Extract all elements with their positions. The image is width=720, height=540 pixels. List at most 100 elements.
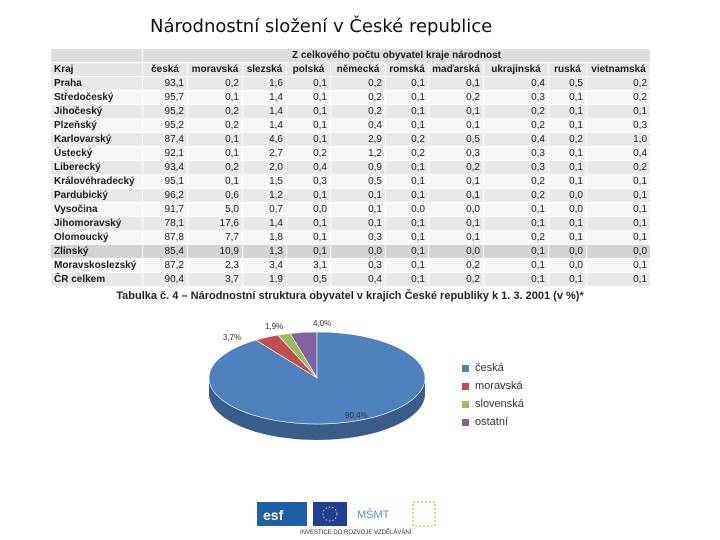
value-cell: 0,1 bbox=[286, 188, 331, 203]
legend-label: ostatní bbox=[475, 416, 509, 428]
value-cell: 0,1 bbox=[483, 216, 549, 231]
legend-label: slovenská bbox=[475, 398, 524, 410]
value-cell: 0,2 bbox=[385, 146, 429, 161]
pie-data-label: 90,4% bbox=[345, 411, 368, 420]
region-cell: Vysočina bbox=[50, 202, 143, 217]
value-cell: 93,4 bbox=[142, 160, 188, 175]
page-title: Národnostní složení v České republice bbox=[150, 16, 493, 37]
value-cell: 0,1 bbox=[385, 118, 429, 133]
value-cell: 0,1 bbox=[286, 76, 331, 91]
table-row: Liberecký 93,4 0,2 2,0 0,4 0,9 0,1 0,2 0,3 0,1 0,2 bbox=[50, 160, 652, 175]
value-cell: 1,5 bbox=[242, 174, 287, 189]
region-cell: Olomoucký bbox=[50, 230, 143, 245]
table-corner bbox=[50, 48, 143, 63]
region-cell: Moravskoslezský bbox=[50, 258, 143, 273]
value-cell: 0,1 bbox=[187, 146, 243, 161]
region-cell: Jihočeský bbox=[50, 104, 143, 119]
value-cell: 0,5 bbox=[330, 174, 386, 189]
value-cell: 0,1 bbox=[585, 258, 652, 273]
value-cell: 0,5 bbox=[286, 272, 331, 287]
value-cell: 0,4 bbox=[286, 160, 331, 175]
value-cell: 0,6 bbox=[187, 188, 243, 203]
value-cell: 0,1 bbox=[585, 230, 652, 245]
value-cell: 0,2 bbox=[187, 76, 243, 91]
column-header: německá bbox=[330, 62, 386, 77]
table-row: Královéhradecký 95,1 0,1 1,5 0,3 0,5 0,1 0,1 0,2… bbox=[50, 174, 652, 189]
value-cell: 0,1 bbox=[428, 76, 484, 91]
value-cell: 1,4 bbox=[242, 118, 287, 133]
table-row: Praha 93,1 0,2 1,6 0,1 0,2 0,1 0,1 0,4 0,5 0,2 bbox=[50, 76, 652, 91]
table-row: Pardubický 96,2 0,6 1,2 0,1 0,1 0,1 0,1 0,2 0,0 0,… bbox=[50, 188, 652, 203]
eu-flag-logo bbox=[313, 502, 347, 526]
region-cell: Liberecký bbox=[50, 160, 143, 175]
value-cell: 87,8 bbox=[142, 230, 188, 245]
region-cell: Karlovarský bbox=[50, 132, 143, 147]
region-cell: ČR celkem bbox=[50, 272, 143, 287]
value-cell: 0,3 bbox=[483, 160, 549, 175]
footer-text: INVESTICE DO ROZVOJE VZDĚLÁVÁNÍ bbox=[300, 530, 412, 536]
value-cell: 0,2 bbox=[428, 272, 484, 287]
value-cell: 0,1 bbox=[585, 202, 652, 217]
group-header: Z celkového počtu obyvatel kraje národno… bbox=[141, 48, 652, 63]
table-caption: Tabulka č. 4 – Národnostní struktura oby… bbox=[116, 290, 584, 302]
value-cell: 0,4 bbox=[483, 76, 549, 91]
value-cell: 0,1 bbox=[385, 244, 429, 259]
pie-data-label: 4,0% bbox=[313, 319, 331, 328]
value-cell: 0,3 bbox=[330, 230, 386, 245]
value-cell: 0,0 bbox=[548, 188, 587, 203]
value-cell: 0,2 bbox=[286, 146, 331, 161]
esf-logo-text: esf bbox=[263, 507, 284, 523]
column-header: česká bbox=[142, 62, 188, 77]
value-cell: 0,0 bbox=[548, 244, 587, 259]
legend-swatch bbox=[462, 365, 469, 372]
value-cell: 0,4 bbox=[585, 146, 652, 161]
value-cell: 0,1 bbox=[548, 146, 587, 161]
value-cell: 92,1 bbox=[142, 146, 188, 161]
eu-stars-icon bbox=[322, 506, 338, 522]
value-cell: 95,2 bbox=[142, 104, 188, 119]
value-cell: 0,1 bbox=[330, 202, 386, 217]
column-header: romská bbox=[385, 62, 429, 77]
table-row: Moravskoslezský 87,2 2,3 3,4 3,1 0,3 0,1 0,2 0,1… bbox=[50, 258, 652, 273]
value-cell: 93,1 bbox=[142, 76, 188, 91]
value-cell: 2,0 bbox=[242, 160, 287, 175]
value-cell: 0,1 bbox=[385, 104, 429, 119]
logo-strip: esf MŠMT bbox=[257, 501, 436, 527]
table-row: Jihočeský 95,2 0,2 1,4 0,1 0,2 0,1 0,1 0,2 0,1 0,1 bbox=[50, 104, 652, 119]
value-cell: 0,1 bbox=[483, 258, 549, 273]
value-cell: 87,4 bbox=[142, 132, 188, 147]
table-row: Středočeský 95,7 0,1 1,4 0,1 0,2 0,1 0,2 0,3 0,1 0… bbox=[50, 90, 652, 105]
region-cell: Pardubický bbox=[50, 188, 143, 203]
value-cell: 0,1 bbox=[548, 160, 587, 175]
value-cell: 0,1 bbox=[548, 104, 587, 119]
value-cell: 0,1 bbox=[286, 244, 331, 259]
value-cell: 3,1 bbox=[286, 258, 331, 273]
column-header: moravská bbox=[187, 62, 243, 77]
value-cell: 0,1 bbox=[286, 230, 331, 245]
legend-label: moravská bbox=[475, 380, 523, 392]
value-cell: 0,1 bbox=[385, 90, 429, 105]
table-row: Zlínský 85,4 10,9 1,3 0,1 0,0 0,1 0,0 0,1 0,0 0,0 bbox=[50, 244, 652, 259]
value-cell: 0,0 bbox=[286, 202, 331, 217]
region-cell: Ústecký bbox=[50, 146, 143, 161]
value-cell: 5,0 bbox=[187, 202, 243, 217]
value-cell: 4,6 bbox=[242, 132, 287, 147]
value-cell: 0,1 bbox=[286, 118, 331, 133]
value-cell: 78,1 bbox=[142, 216, 188, 231]
region-cell: Praha bbox=[50, 76, 143, 91]
value-cell: 0,2 bbox=[187, 118, 243, 133]
value-cell: 0,1 bbox=[483, 202, 549, 217]
value-cell: 0,1 bbox=[428, 104, 484, 119]
value-cell: 1,2 bbox=[330, 146, 386, 161]
value-cell: 2,7 bbox=[242, 146, 287, 161]
value-cell: 0,2 bbox=[330, 104, 386, 119]
pie-data-label: 1,9% bbox=[265, 322, 283, 331]
value-cell: 0,1 bbox=[548, 174, 587, 189]
value-cell: 3,4 bbox=[242, 258, 287, 273]
value-cell: 1,0 bbox=[585, 132, 652, 147]
value-cell: 0,1 bbox=[286, 90, 331, 105]
value-cell: 0,1 bbox=[585, 216, 652, 231]
table-row: Olomoucký 87,8 7,7 1,8 0,1 0,3 0,1 0,1 0,2 0,1 0,1 bbox=[50, 230, 652, 245]
value-cell: 0,1 bbox=[286, 104, 331, 119]
value-cell: 0,1 bbox=[385, 258, 429, 273]
